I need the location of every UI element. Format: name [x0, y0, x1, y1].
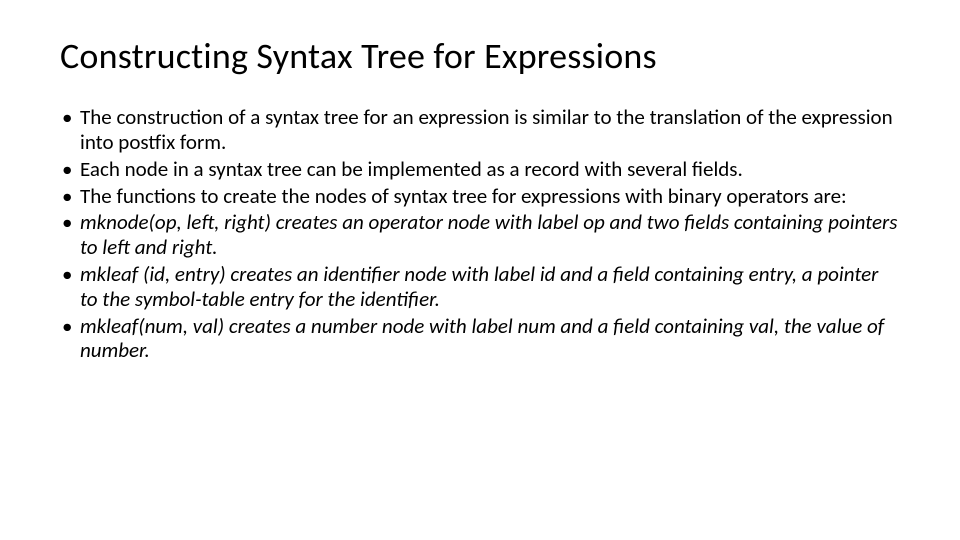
- bullet-text: mkleaf (id, entry) creates an identifier…: [80, 261, 878, 312]
- list-item: The functions to create the nodes of syn…: [60, 184, 900, 209]
- bullet-text: Each node in a syntax tree can be implem…: [80, 156, 743, 182]
- list-item: mknode(op, left, right) creates an opera…: [60, 210, 900, 260]
- bullet-text: The construction of a syntax tree for an…: [80, 104, 893, 155]
- bullet-list: The construction of a syntax tree for an…: [60, 105, 900, 363]
- slide: Constructing Syntax Tree for Expressions…: [0, 0, 960, 540]
- slide-title: Constructing Syntax Tree for Expressions: [60, 36, 900, 77]
- list-item: mkleaf (id, entry) creates an identifier…: [60, 262, 900, 312]
- bullet-text: mkleaf(num, val) creates a number node w…: [80, 313, 884, 364]
- list-item: Each node in a syntax tree can be implem…: [60, 157, 900, 182]
- list-item: mkleaf(num, val) creates a number node w…: [60, 314, 900, 364]
- bullet-text: mknode(op, left, right) creates an opera…: [80, 209, 897, 260]
- bullet-text: The functions to create the nodes of syn…: [80, 183, 847, 209]
- list-item: The construction of a syntax tree for an…: [60, 105, 900, 155]
